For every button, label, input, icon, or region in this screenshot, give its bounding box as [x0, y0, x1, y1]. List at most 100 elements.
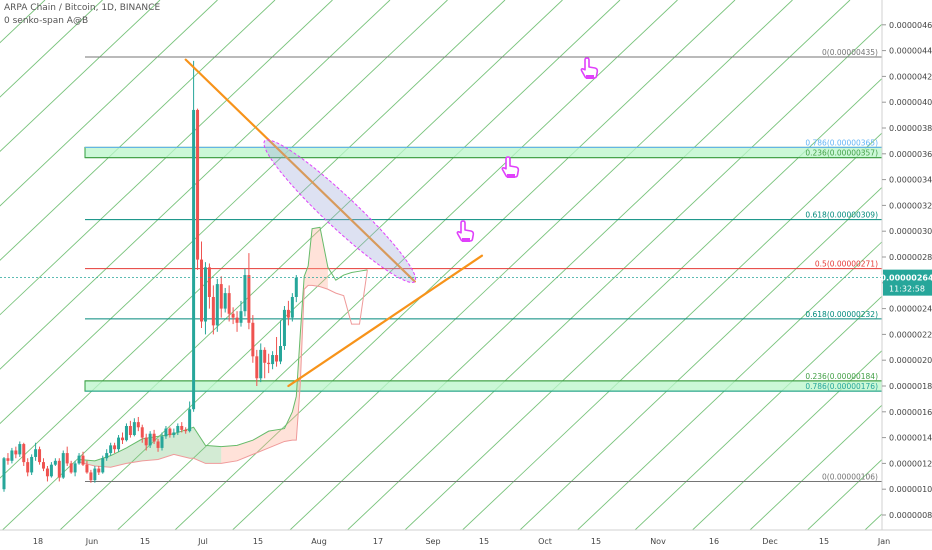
candle-body	[192, 109, 196, 410]
candle-body	[282, 309, 286, 347]
candle-body	[10, 450, 14, 461]
candle-body	[148, 433, 152, 446]
candle-body	[144, 437, 148, 446]
trend-line	[184, 58, 416, 283]
candle-body	[271, 355, 275, 365]
candle-body	[223, 293, 227, 309]
x-tick-label: 15	[479, 537, 489, 546]
candle-body	[255, 356, 259, 379]
candle-body	[136, 422, 140, 428]
grid-diagonal-line	[0, 0, 276, 261]
hand-cuff	[586, 75, 594, 79]
candle-body	[69, 463, 73, 473]
x-tick-label: 15	[253, 537, 263, 546]
candle-body	[89, 472, 93, 481]
candle-body	[259, 349, 263, 379]
senkou-span-b	[78, 269, 368, 468]
candle-body	[231, 313, 235, 318]
candle-body	[121, 437, 124, 441]
fib-zone	[84, 380, 883, 392]
x-tick-label: Jun	[85, 537, 99, 546]
grid-diagonal-line	[174, 0, 736, 530]
candle-body	[45, 468, 49, 477]
candle-body	[113, 445, 117, 450]
candle-body	[93, 468, 97, 481]
candle-body	[53, 460, 57, 465]
x-tick-label: 16	[709, 537, 719, 546]
candle-body	[77, 455, 81, 464]
candle-body	[14, 450, 18, 455]
candle-body	[176, 425, 180, 433]
fib-label: 0.786(0.00000365)	[805, 138, 878, 147]
candle-body	[168, 428, 172, 436]
bar-countdown: 11:32:58	[889, 285, 925, 294]
candle-body	[243, 275, 247, 312]
candle-body	[117, 437, 121, 450]
time-axis[interactable]: 18 Jun 15 Jul 15 Aug 17 Sep 15 Oct 15 Nov 16 Dec 15 Jan	[33, 537, 890, 546]
grid-diagonal-line	[0, 0, 103, 98]
fib-zone	[84, 146, 883, 159]
candle-body	[279, 346, 282, 362]
candle-body	[211, 296, 215, 326]
hand-cuff	[462, 238, 470, 242]
cloud-bear	[221, 227, 328, 464]
candle-body	[61, 453, 65, 478]
candle-body	[38, 449, 42, 463]
candle-body	[2, 458, 6, 490]
x-tick-label: 17	[373, 537, 383, 546]
grid-diagonal-line	[0, 0, 391, 370]
candle-body	[196, 109, 200, 260]
candle-body	[184, 429, 188, 432]
x-tick-label: 15	[140, 537, 150, 546]
candle-body	[294, 277, 298, 297]
price-badge-box	[883, 269, 932, 296]
x-tick-label: Jan	[877, 537, 890, 546]
candle-body	[215, 284, 219, 326]
candles	[2, 60, 298, 492]
x-tick-label: Dec	[762, 537, 777, 546]
candle-body	[49, 464, 53, 477]
candle-body	[34, 449, 38, 457]
grid-diagonal-line	[0, 0, 161, 153]
hand-cursor-icon	[456, 220, 475, 242]
candle-body	[156, 441, 160, 448]
candle-body	[290, 296, 294, 318]
grid-diagonal-line	[404, 77, 882, 530]
candle-body	[97, 468, 101, 473]
candle-body	[105, 453, 109, 459]
grid-diagonal-line	[232, 0, 793, 530]
candle-body	[30, 456, 34, 473]
candle-body	[128, 425, 132, 436]
indicator-label[interactable]: 0 senko-span A@B	[4, 16, 89, 26]
candle-body	[85, 464, 89, 473]
x-tick-label: Oct	[538, 537, 552, 546]
grid-diagonal-line	[347, 23, 882, 530]
fib-label: 0.236(0.00000184)	[805, 372, 878, 381]
x-tick-label: Aug	[311, 537, 327, 546]
candle-body	[73, 463, 77, 473]
symbol-title: ARPA Chain / Bitcoin, 1D, BINANCE	[4, 3, 161, 13]
candle-body	[172, 432, 176, 436]
grid-diagonal-line	[749, 404, 882, 530]
candle-body	[42, 462, 45, 469]
candle-body	[200, 259, 203, 322]
candle-body	[160, 436, 164, 448]
grid-diagonal-line	[289, 0, 851, 530]
fib-label: 0(0.00000435)	[822, 48, 878, 57]
grid-diagonal-line	[0, 0, 448, 425]
x-tick-label: 15	[819, 537, 829, 546]
